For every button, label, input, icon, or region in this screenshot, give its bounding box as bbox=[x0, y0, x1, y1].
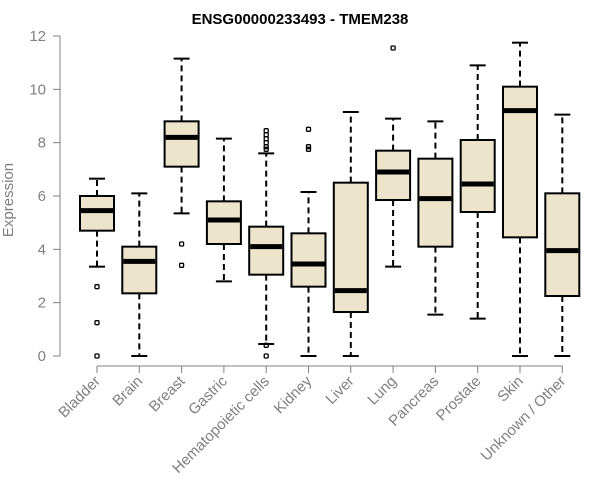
x-tick-label: Prostate bbox=[433, 373, 485, 425]
outlier-point bbox=[263, 144, 269, 150]
box-iqr bbox=[248, 225, 285, 276]
box-iqr bbox=[79, 195, 115, 232]
x-tick-label: Lung bbox=[364, 373, 400, 409]
box-iqr bbox=[163, 120, 200, 168]
y-tick-label: 6 bbox=[38, 188, 46, 205]
box-iqr bbox=[290, 232, 327, 288]
x-tick-label: Bladder bbox=[55, 373, 104, 422]
outlier-point bbox=[94, 284, 100, 290]
box-group bbox=[544, 113, 581, 357]
outlier-point bbox=[390, 45, 396, 51]
y-tick-label: 2 bbox=[38, 295, 46, 312]
x-tick-label: Kidney bbox=[271, 372, 316, 417]
outlier-point bbox=[305, 146, 312, 152]
box-group bbox=[121, 192, 158, 357]
outlier-point bbox=[263, 146, 269, 152]
outlier-point bbox=[305, 126, 312, 132]
box-series bbox=[79, 41, 581, 359]
box-group bbox=[375, 45, 412, 268]
x-tick-label: Skin bbox=[494, 373, 527, 406]
x-tick-label: Brain bbox=[109, 373, 146, 410]
box-group bbox=[163, 57, 200, 268]
outlier-point bbox=[263, 353, 269, 359]
box-group bbox=[205, 137, 242, 283]
y-tick-label: 10 bbox=[29, 81, 46, 98]
box-group bbox=[459, 64, 496, 320]
box-group bbox=[332, 111, 369, 357]
box-group bbox=[417, 120, 454, 316]
box-iqr bbox=[375, 149, 412, 202]
box-iqr bbox=[121, 245, 158, 295]
outlier-point bbox=[94, 320, 100, 326]
outlier-point bbox=[178, 241, 185, 247]
box-group bbox=[248, 128, 285, 359]
box-iqr bbox=[417, 157, 454, 248]
box-iqr bbox=[544, 192, 581, 297]
y-axis-label: Expression bbox=[0, 163, 17, 237]
x-tick-label: Liver bbox=[323, 373, 358, 408]
chart-title: ENSG00000233493 - TMEM238 bbox=[192, 11, 409, 28]
y-tick-label: 0 bbox=[38, 348, 46, 365]
x-tick-label: Breast bbox=[146, 372, 189, 415]
box-group bbox=[502, 41, 538, 357]
y-tick-label: 12 bbox=[29, 28, 46, 45]
box-group bbox=[290, 126, 327, 357]
box-group bbox=[79, 177, 115, 359]
box-iqr bbox=[459, 139, 496, 213]
outlier-point bbox=[94, 353, 100, 359]
y-tick-label: 4 bbox=[38, 241, 46, 258]
outlier-point bbox=[263, 342, 269, 348]
box-iqr bbox=[205, 200, 242, 245]
y-tick-label: 8 bbox=[38, 135, 46, 152]
y-axis: 0 2 4 6 8 10 12 bbox=[29, 28, 61, 365]
outlier-point bbox=[178, 262, 185, 268]
outlier-point bbox=[305, 144, 312, 150]
